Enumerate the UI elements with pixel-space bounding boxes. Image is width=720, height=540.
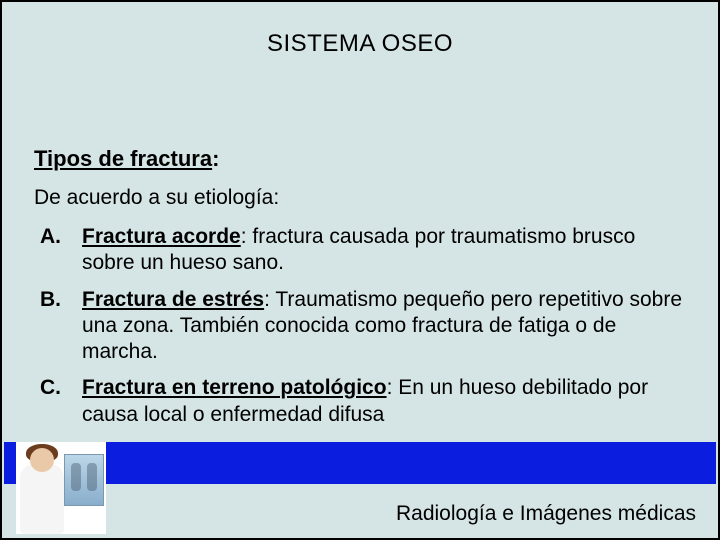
fracture-list: A. Fractura acorde: fractura causada por… [34, 224, 686, 428]
list-item-body: Fractura acorde: fractura causada por tr… [82, 224, 686, 277]
xray-icon [64, 454, 104, 506]
footer-image [16, 442, 106, 534]
slide-content: Tipos de fractura: De acuerdo a su etiol… [2, 146, 718, 428]
doctor-coat-shape [20, 464, 64, 534]
accent-bar [4, 442, 716, 484]
list-item-body: Fractura de estrés: Traumatismo pequeño … [82, 287, 686, 366]
slide-title: SISTEMA OSEO [2, 2, 718, 58]
list-item: A. Fractura acorde: fractura causada por… [40, 224, 686, 277]
list-marker: B. [40, 287, 82, 366]
doctor-head-shape [30, 448, 54, 472]
footer-text: Radiología e Imágenes médicas [396, 502, 696, 526]
list-item: B. Fractura de estrés: Traumatismo peque… [40, 287, 686, 366]
list-term: Fractura en terreno patológico [82, 376, 387, 399]
list-marker: A. [40, 224, 82, 277]
section-heading-text: Tipos de fractura [34, 146, 212, 171]
list-term: Fractura acorde [82, 225, 241, 248]
list-marker: C. [40, 375, 82, 428]
slide: SISTEMA OSEO Tipos de fractura: De acuer… [0, 0, 720, 540]
section-heading: Tipos de fractura: [34, 146, 686, 172]
list-item-body: Fractura en terreno patológico: En un hu… [82, 375, 686, 428]
section-heading-colon: : [212, 146, 219, 172]
list-item: C. Fractura en terreno patológico: En un… [40, 375, 686, 428]
section-intro: De acuerdo a su etiología: [34, 186, 686, 210]
list-term: Fractura de estrés [82, 288, 264, 311]
